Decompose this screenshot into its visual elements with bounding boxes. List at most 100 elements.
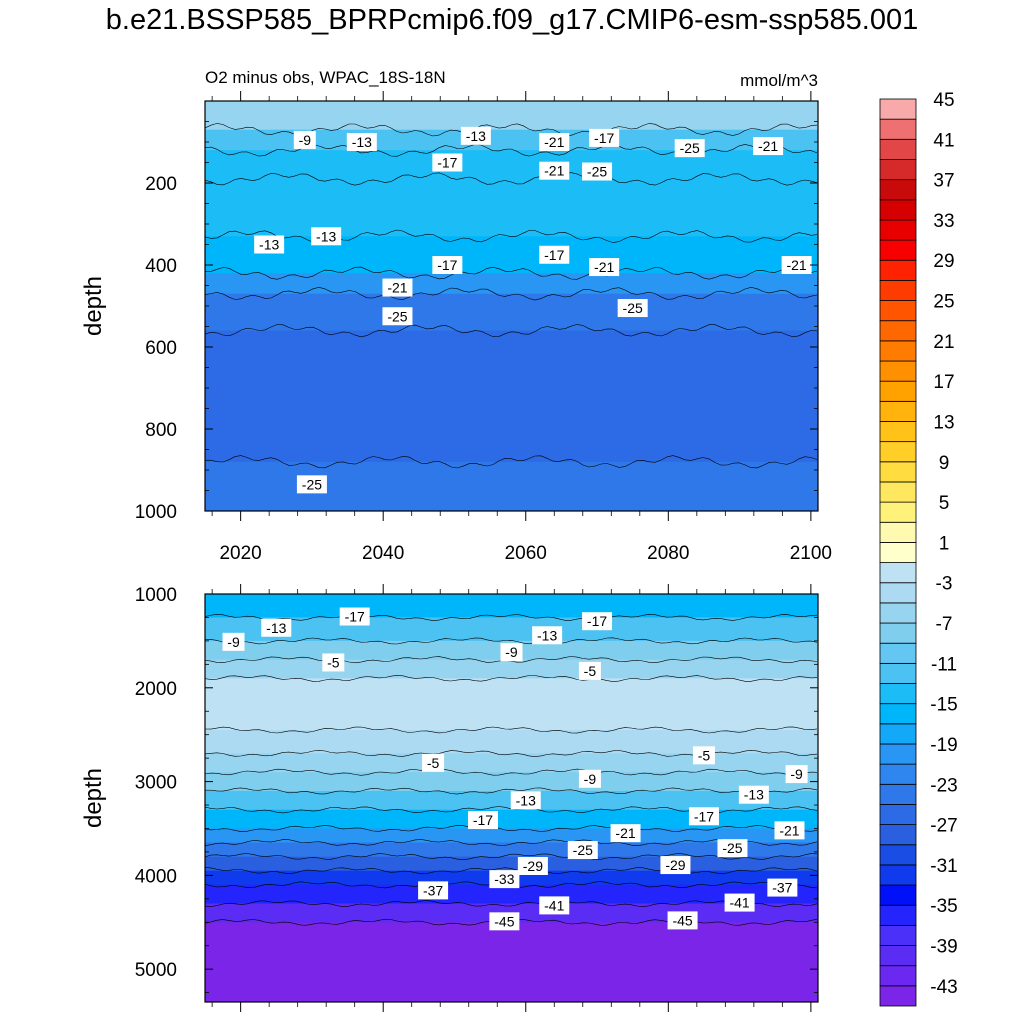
contour-label: -17 [587,613,607,629]
colorbar-label: -39 [930,937,957,958]
contour-label: -21 [786,257,806,273]
contour-label-box [582,612,613,631]
contour-line [205,825,818,832]
contour-label-box [724,893,755,912]
upper-contour-labels: -9 -13 -13 -21 -17 -25 -21 -17 -21 -25 -13 -13 -17 -1… [254,126,812,494]
contour-label-box [311,227,342,246]
contour-label: -5 [698,747,711,763]
colorbar-box [879,320,917,342]
contour-label: -29 [523,858,543,874]
colorbar-box [879,360,917,382]
contour-label-box [692,746,715,765]
colorbar-label: 25 [933,292,954,313]
colorbar-box [879,844,917,866]
upper-contour-fill [205,101,818,511]
contour-label: -13 [537,627,557,643]
contour-label-box [774,821,805,840]
y-tick-label: 600 [145,338,177,359]
x-tick-label: 2060 [505,543,547,564]
colorbar-label: -23 [930,775,957,796]
contour-label: -17 [594,130,614,146]
contour-label: -13 [352,134,372,150]
colorbar-box [879,380,917,402]
colorbar-box [879,743,917,765]
colorbar-label: 1 [939,533,950,554]
colorbar-box [879,400,917,422]
colorbar-label: -11 [931,654,957,675]
contour-label: -9 [227,634,240,650]
contour-label-box [610,824,641,843]
contour-label-box [432,153,463,172]
colorbar-box [879,965,917,987]
contour-label-box [261,618,292,637]
contour-label: -21 [615,825,635,841]
colorbar-box [879,723,917,745]
contour-label: -21 [544,134,564,150]
contour-label: -25 [722,840,742,856]
colorbar-box [879,783,917,805]
contour-band [205,828,818,844]
colorbar-box [879,602,917,624]
contour-line [205,266,818,280]
contour-label-box [767,878,798,897]
colorbar-box [879,481,917,503]
contour-line [205,455,818,469]
colorbar-box [879,199,917,221]
colorbar-box [879,542,917,563]
contour-band [205,678,818,731]
contour-label-box [339,607,370,626]
lower-contour-fill [205,594,818,1002]
contour-label-box [460,126,491,145]
colorbar-box [879,562,917,584]
colorbar-label: -31 [930,856,957,877]
contour-label-box [660,856,691,875]
contour-label: -21 [758,138,778,154]
colorbar-label: -15 [930,695,957,716]
y-tick-label: 1000 [135,585,177,606]
colorbar: 45 41 37 33 29 25 21 17 13 9 5 1 -3 -7 -11 -15 -19 -23 -27… [879,90,958,1007]
contour-label-box [500,643,523,662]
colorbar-label: 13 [933,412,954,433]
y-tick-label: 1000 [135,502,177,523]
x-tick-label: 2020 [219,543,261,564]
colorbar-box [879,884,917,906]
colorbar-label: 37 [933,171,954,192]
contour-band [205,922,818,1002]
lower-contour-labels: -9 -13 -17 -5 -9 -13 -17 -5 -5 -5 -9 -9 -13 -13 -17 -17… [222,607,808,931]
contour-label-box [539,161,570,180]
contour-label: -29 [665,857,685,873]
contour-label: -9 [790,766,803,782]
colorbar-box [879,219,917,241]
lower-axis-ticks: 1000 2000 3000 4000 5000 [135,584,818,1012]
contour-label-box [589,258,620,277]
upper-axis-ticks: 200 400 600 800 1000 2020 2040 2060 2080 2100 [135,91,832,564]
contour-band [205,273,818,295]
contour-label: -41 [729,895,749,911]
colorbar-label: 5 [939,493,950,514]
colorbar-label: -3 [936,574,953,595]
colorbar-box [879,98,917,120]
colorbar-box [879,763,917,785]
contour-label-box [322,653,345,672]
contour-band [205,659,818,679]
colorbar-label: -7 [936,614,953,635]
contour-label-box [753,137,784,156]
contour-label: -45 [494,913,514,929]
colorbar-box [879,683,917,705]
contour-label-box [254,235,285,254]
colorbar-label: 33 [933,211,954,232]
contour-label: -5 [584,663,597,679]
upper-panel: -9 -13 -13 -21 -17 -25 -21 -17 -21 -25 -13 -13 -17 -1… [80,68,832,564]
y-tick-label: 800 [145,420,177,441]
contour-band [205,594,818,618]
contour-label: -17 [345,609,365,625]
contour-label: -13 [466,128,486,144]
contour-label: -33 [494,871,514,887]
y-tick-label: 3000 [135,773,177,794]
contour-line [205,613,818,621]
contour-label-box [346,133,377,151]
x-tick-label: 2080 [647,543,689,564]
contour-label-box [667,911,698,930]
contour-label: -5 [427,755,440,771]
colorbar-label: -27 [930,816,957,837]
